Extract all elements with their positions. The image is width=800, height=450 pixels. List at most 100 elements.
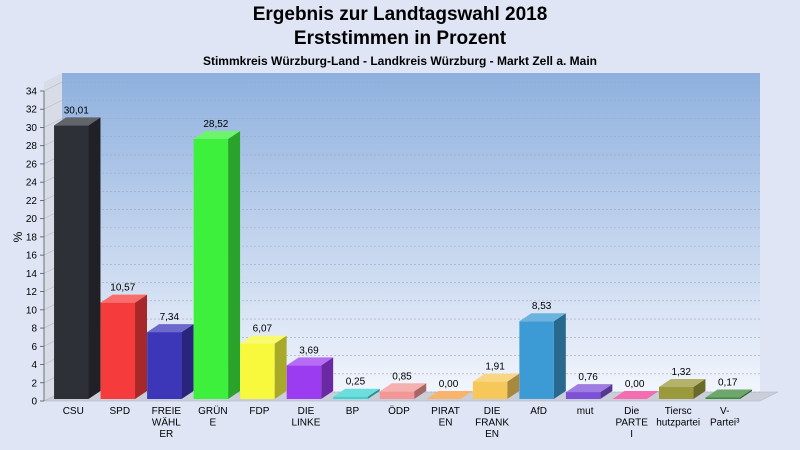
- x-tick-label: Die PARTE I: [615, 406, 648, 440]
- bar-side: [600, 384, 613, 399]
- bar-front: [565, 392, 601, 399]
- x-tick-label: mut: [577, 406, 594, 417]
- data-label: 0,00: [439, 379, 459, 390]
- bar: [612, 391, 659, 399]
- bar-top: [240, 335, 287, 344]
- bar: [658, 378, 706, 399]
- bar: [240, 335, 287, 399]
- bar: [565, 384, 613, 399]
- bar-front: [472, 381, 508, 399]
- bar: [286, 357, 334, 399]
- bar-top: [658, 378, 706, 387]
- x-tick-label: ÖDP: [388, 405, 410, 417]
- y-tick-label: 22: [26, 196, 38, 207]
- x-tick-label: CSU: [63, 406, 84, 417]
- bar: [519, 313, 566, 399]
- bar: [426, 391, 473, 399]
- bar-front: [193, 138, 229, 399]
- bar: [472, 373, 520, 399]
- bar: [54, 117, 101, 400]
- x-tick-label: DIE FRANK EN: [475, 406, 509, 440]
- data-label: 30,01: [64, 105, 89, 116]
- x-tick-label: GRÜN E: [198, 405, 227, 429]
- y-tick-label: 10: [26, 305, 38, 316]
- y-tick-label: 28: [26, 141, 38, 152]
- data-label: 1,91: [485, 362, 505, 373]
- bar-front: [705, 397, 740, 399]
- bar-top: [379, 383, 427, 392]
- bar-top: [565, 384, 613, 393]
- y-tick-label: 4: [31, 360, 37, 371]
- x-tick-label: FDP: [249, 406, 269, 417]
- bar-side: [274, 335, 287, 399]
- bar-front: [333, 396, 368, 399]
- y-tick-label: 18: [26, 232, 38, 243]
- bar-side: [414, 383, 427, 399]
- y-tick-label: 12: [26, 287, 38, 298]
- bar-top: [193, 130, 241, 139]
- data-label: 0,25: [346, 377, 366, 388]
- bar-top: [472, 373, 520, 382]
- bar-top: [100, 294, 148, 303]
- bar-front: [658, 386, 694, 399]
- bar-front: [286, 365, 322, 399]
- bar-side: [507, 373, 520, 399]
- x-tick-label: BP: [346, 406, 360, 417]
- bar: [333, 388, 380, 399]
- data-label: 0,85: [392, 371, 412, 382]
- chart-subtitle: Erststimmen in Prozent: [293, 28, 507, 49]
- x-tick-label: PIRAT EN: [431, 406, 460, 429]
- y-tick-label: 24: [26, 178, 38, 189]
- bar-side: [181, 324, 194, 399]
- bar-front: [240, 343, 275, 399]
- data-label: 3,69: [299, 345, 319, 356]
- data-label: 6,07: [253, 324, 273, 335]
- y-tick-label: 0: [31, 397, 37, 408]
- y-tick-label: 16: [26, 251, 38, 262]
- x-tick-label: SPD: [110, 406, 131, 417]
- y-tick-label: 26: [26, 159, 38, 170]
- y-tick-label: 8: [31, 324, 37, 335]
- gridline-side: [43, 81, 63, 92]
- y-tick-label: 34: [26, 87, 38, 98]
- data-label: 7,34: [160, 312, 180, 323]
- bar-top: [426, 391, 473, 399]
- bar: [705, 389, 752, 399]
- bar-front: [519, 321, 554, 399]
- y-tick-label: 20: [26, 214, 38, 225]
- data-label: 0,00: [625, 379, 645, 390]
- bar-top: [286, 357, 334, 366]
- y-tick-label: 14: [26, 269, 38, 280]
- gridline-side: [43, 99, 63, 110]
- y-tick-label: 2: [31, 378, 37, 389]
- data-label: 10,57: [110, 283, 135, 294]
- bar-side: [321, 357, 334, 399]
- bar-front: [379, 391, 415, 399]
- y-tick-label: 6: [31, 342, 37, 353]
- bar-side: [367, 388, 380, 399]
- bar-side: [88, 117, 101, 400]
- bar-side: [693, 378, 706, 399]
- bar-top: [54, 117, 101, 126]
- chart-caption: Stimmkreis Würzburg-Land - Landkreis Wür…: [202, 54, 598, 68]
- bar-side: [228, 130, 241, 399]
- bar-front: [100, 302, 136, 399]
- y-axis-label: %: [11, 231, 25, 242]
- bar: [100, 294, 148, 399]
- bar-side: [135, 294, 148, 399]
- data-label: 1,32: [671, 367, 691, 378]
- y-tick-label: 32: [26, 105, 38, 116]
- data-label: 0,17: [718, 377, 738, 388]
- gridline-side: [43, 118, 63, 128]
- bar-side: [553, 313, 566, 399]
- y-tick-label: 30: [26, 123, 38, 134]
- data-label: 28,52: [203, 119, 228, 130]
- bar-front: [54, 125, 89, 400]
- x-tick-label: FREIE WÄHL ER: [152, 406, 182, 440]
- bar-side: [739, 389, 752, 399]
- data-label: 8,53: [532, 301, 552, 312]
- x-tick-label: V-Partei³: [710, 406, 740, 429]
- bar-top: [519, 313, 566, 322]
